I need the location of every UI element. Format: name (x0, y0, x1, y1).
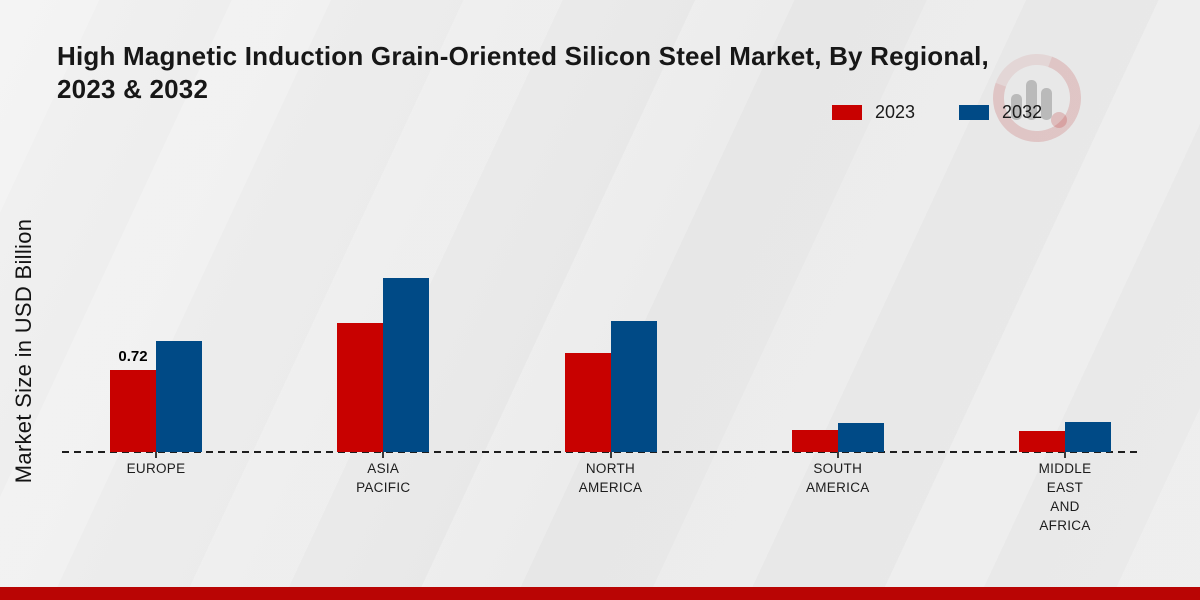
footer-accent-band (0, 587, 1200, 600)
chart-title-line-1: High Magnetic Induction Grain-Oriented S… (57, 41, 989, 71)
bar-2032-europe (156, 341, 202, 452)
category-label-europe: EUROPE (126, 461, 186, 476)
legend-item-2032: 2032 (959, 102, 1042, 123)
legend-swatch-2032 (959, 105, 990, 120)
bar-value-label: 0.72 (118, 348, 148, 365)
chart-title: High Magnetic Induction Grain-Oriented S… (57, 40, 1137, 106)
x-axis-tick (155, 452, 157, 458)
x-axis-tick (836, 452, 839, 458)
legend-item-2023: 2023 (832, 102, 915, 123)
legend-swatch-2023 (832, 105, 862, 120)
legend: 2023 2032 (832, 102, 1042, 123)
x-axis-tick (1064, 452, 1066, 458)
bar-2023-europe (110, 370, 156, 452)
bar-2023-north-america (564, 353, 611, 452)
bar-2023-asia-pacific (337, 323, 384, 452)
x-axis-baseline (62, 451, 1142, 453)
category-label-middle-east-and-africa: MIDDLE EAST AND AFRICA (1038, 461, 1092, 533)
category-label-asia-pacific: ASIA PACIFIC (356, 461, 411, 495)
x-axis-tick (382, 452, 385, 458)
bar-2032-middle-east-and-africa (1065, 422, 1111, 452)
bar-2032-north-america (610, 321, 657, 452)
x-axis-tick (609, 452, 612, 458)
bar-2023-south-america (791, 430, 838, 452)
legend-label-2032: 2032 (1002, 102, 1043, 122)
chart-title-line-2: 2023 & 2032 (57, 74, 209, 104)
category-label-south-america: SOUTH AMERICA (805, 461, 870, 495)
category-label-north-america: NORTH AMERICA (578, 461, 643, 495)
bar-2023-middle-east-and-africa (1019, 431, 1065, 452)
legend-label-2023: 2023 (875, 102, 916, 122)
bar-2032-asia-pacific (383, 278, 430, 452)
bar-2032-south-america (837, 423, 884, 452)
